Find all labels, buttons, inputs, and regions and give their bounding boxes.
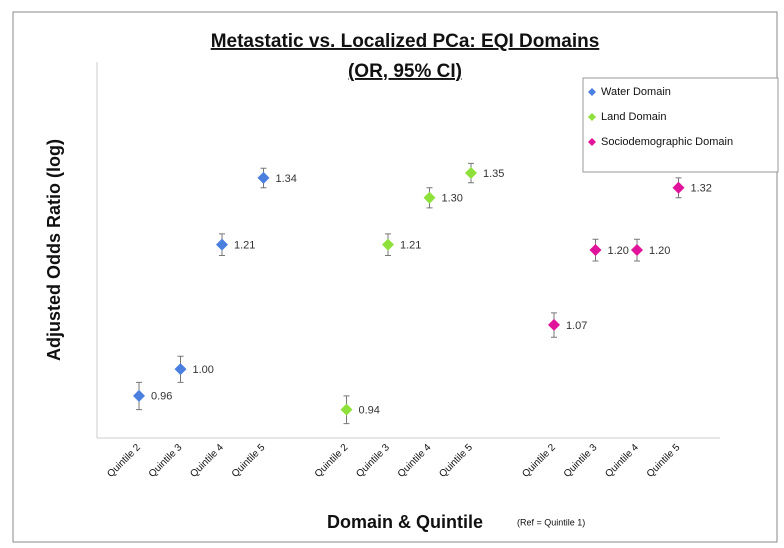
data-label: 1.07	[566, 320, 587, 332]
marker	[589, 244, 602, 256]
data-label: 1.21	[234, 239, 255, 251]
data-label: 1.20	[649, 245, 670, 257]
data-label: 1.35	[483, 168, 504, 180]
marker	[548, 318, 560, 331]
data-label: 1.32	[691, 183, 712, 195]
marker	[257, 171, 270, 184]
marker	[423, 191, 436, 204]
marker	[382, 238, 394, 251]
marker	[133, 389, 145, 402]
data-label: 1.30	[442, 193, 463, 205]
y-axis-label: Adjusted Odds Ratio (log)	[44, 139, 64, 361]
marker	[340, 403, 353, 416]
chart-subtitle: (OR, 95% CI)	[348, 61, 462, 82]
data-label: 0.94	[359, 404, 380, 416]
data-label: 1.00	[193, 364, 214, 376]
marker	[174, 363, 187, 376]
legend-label: Land Domain	[601, 111, 666, 123]
marker	[216, 238, 228, 251]
data-label: 1.20	[608, 245, 629, 257]
chart-title: Metastatic vs. Localized PCa: EQI Domain…	[211, 31, 600, 52]
legend-label: Sociodemographic Domain	[601, 136, 733, 148]
legend-marker	[588, 88, 596, 96]
data-label: 0.96	[151, 391, 172, 403]
marker	[465, 167, 477, 180]
note: (Ref = Quintile 1)	[517, 517, 585, 527]
marker	[631, 244, 643, 256]
x-axis-label: Domain & Quintile	[327, 512, 483, 532]
legend-marker	[588, 138, 596, 146]
data-label: 1.34	[276, 173, 297, 185]
legend-marker	[588, 113, 596, 121]
marker	[672, 181, 685, 194]
legend-box	[582, 77, 779, 173]
data-label: 1.21	[400, 239, 421, 251]
legend-label: Water Domain	[601, 86, 671, 98]
